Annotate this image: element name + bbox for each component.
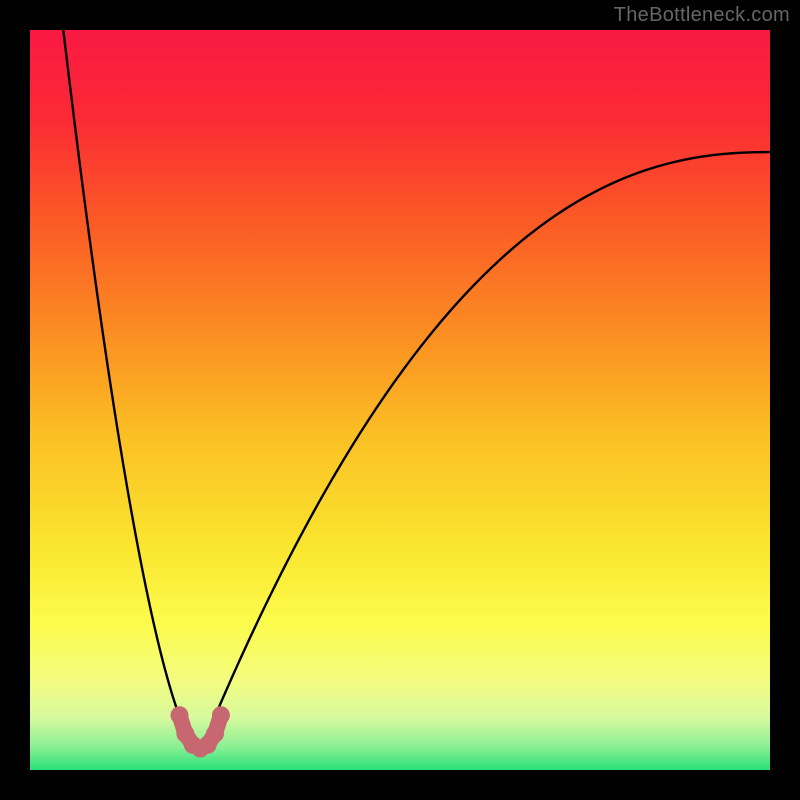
bottleneck-curve [30,30,770,770]
plot-area [30,30,770,770]
watermark-text: TheBottleneck.com [614,4,790,27]
chart-container: TheBottleneck.com [0,0,800,800]
